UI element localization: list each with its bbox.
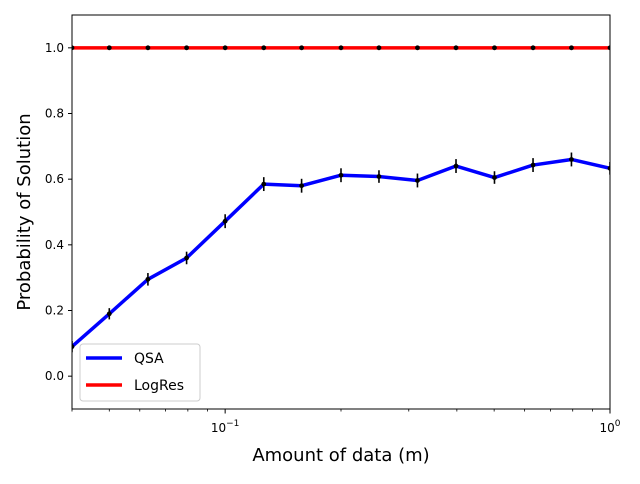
ticks: 0.0 0.2 0.4 0.6 0.8 1.0 10−1 100 bbox=[45, 41, 621, 435]
data-point bbox=[299, 183, 305, 189]
series-line-qsa bbox=[72, 157, 610, 348]
data-point bbox=[415, 45, 420, 51]
x-tick-label: 10−1 bbox=[211, 419, 240, 435]
data-point bbox=[261, 181, 267, 187]
data-point bbox=[607, 45, 610, 51]
data-point bbox=[607, 165, 610, 171]
data-point bbox=[338, 172, 344, 178]
plot-area bbox=[72, 45, 610, 353]
data-point bbox=[145, 276, 151, 282]
data-point bbox=[569, 45, 574, 51]
y-tick-label: 0.0 bbox=[45, 369, 64, 383]
y-tick-label: 0.4 bbox=[45, 238, 64, 252]
data-point bbox=[569, 157, 574, 162]
data-point bbox=[184, 255, 189, 261]
data-point bbox=[376, 174, 382, 179]
data-point bbox=[299, 45, 305, 51]
y-axis-label: Probability of Solution bbox=[14, 113, 35, 310]
y-tick-label: 0.2 bbox=[45, 304, 64, 318]
data-point bbox=[222, 218, 228, 224]
data-point bbox=[72, 45, 75, 51]
data-point bbox=[261, 45, 267, 51]
x-tick-label: 100 bbox=[599, 419, 620, 435]
data-point bbox=[453, 163, 459, 169]
data-point bbox=[530, 162, 536, 168]
data-point bbox=[184, 45, 189, 51]
data-point bbox=[222, 45, 228, 51]
data-point bbox=[530, 45, 536, 51]
y-tick-label: 0.8 bbox=[45, 107, 64, 121]
data-point bbox=[415, 178, 420, 183]
data-point bbox=[376, 45, 382, 51]
legend: QSA LogRes bbox=[79, 343, 201, 402]
data-point bbox=[106, 45, 112, 51]
x-axis-label: Amount of data (m) bbox=[252, 445, 429, 466]
legend-label-logres: LogRes bbox=[134, 378, 184, 394]
data-point bbox=[106, 311, 112, 317]
y-tick-label: 1.0 bbox=[45, 41, 64, 55]
y-tick-label: 0.6 bbox=[45, 172, 64, 186]
data-point bbox=[145, 45, 151, 51]
data-point bbox=[492, 175, 497, 180]
legend-label-qsa: QSA bbox=[134, 351, 164, 367]
data-point bbox=[72, 344, 75, 350]
data-point bbox=[453, 45, 459, 51]
data-point bbox=[338, 45, 344, 51]
data-point bbox=[492, 45, 497, 51]
